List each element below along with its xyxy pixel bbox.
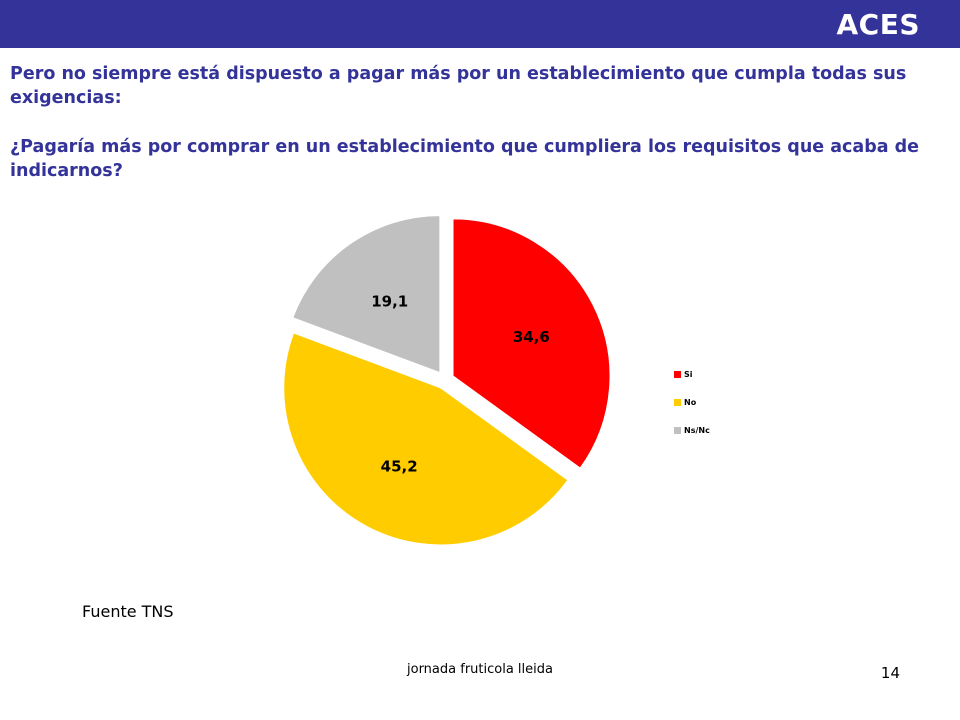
legend-item-si: Si: [674, 360, 710, 388]
legend-item-no: No: [674, 388, 710, 416]
question-text: ¿Pagaría más por comprar en un estableci…: [10, 137, 920, 181]
legend-label-si: Si: [684, 369, 693, 379]
legend-label-no: No: [684, 397, 697, 407]
data-label-si: 34,6: [513, 328, 550, 346]
headline-text: Pero no siempre está dispuesto a pagar m…: [10, 64, 907, 108]
header-bar: ACES: [0, 0, 960, 48]
data-label-no: 45,2: [381, 457, 418, 475]
pie-slice-ns-nc: [292, 215, 441, 374]
legend-label-ns-nc: Ns/Nc: [684, 425, 710, 435]
data-label-ns-nc: 19,1: [371, 292, 408, 310]
brand-title: ACES: [836, 8, 920, 41]
pie-slice-si: [452, 218, 611, 469]
page-number: 14: [880, 664, 900, 682]
footer-text: jornada fruticola lleida: [407, 662, 553, 677]
legend-swatch-si: [674, 370, 681, 378]
pie-slice-no: [283, 332, 569, 546]
legend-item-ns-nc: Ns/Nc: [674, 416, 710, 444]
legend-swatch-ns-nc: [674, 426, 681, 434]
legend-swatch-no: [674, 398, 681, 406]
chart-legend: Si No Ns/Nc: [674, 360, 710, 444]
source-note: Fuente TNS: [82, 602, 174, 621]
